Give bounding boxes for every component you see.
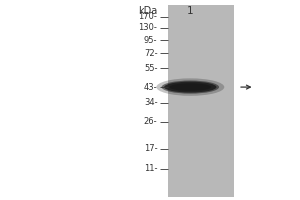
- Text: 130-: 130-: [139, 23, 158, 32]
- Text: 34-: 34-: [144, 98, 158, 107]
- Bar: [168, 5, 234, 197]
- Text: 95-: 95-: [144, 36, 158, 45]
- Text: 1: 1: [187, 6, 194, 16]
- Text: 72-: 72-: [144, 49, 158, 58]
- Text: 170-: 170-: [139, 12, 158, 21]
- Ellipse shape: [162, 81, 219, 94]
- Ellipse shape: [156, 78, 224, 96]
- Text: 11-: 11-: [144, 164, 158, 173]
- Text: 43-: 43-: [144, 83, 158, 92]
- Text: 55-: 55-: [144, 64, 158, 73]
- Text: 26-: 26-: [144, 117, 158, 126]
- Ellipse shape: [169, 83, 211, 91]
- Ellipse shape: [164, 82, 216, 93]
- Text: kDa: kDa: [138, 6, 158, 16]
- Text: 17-: 17-: [144, 144, 158, 153]
